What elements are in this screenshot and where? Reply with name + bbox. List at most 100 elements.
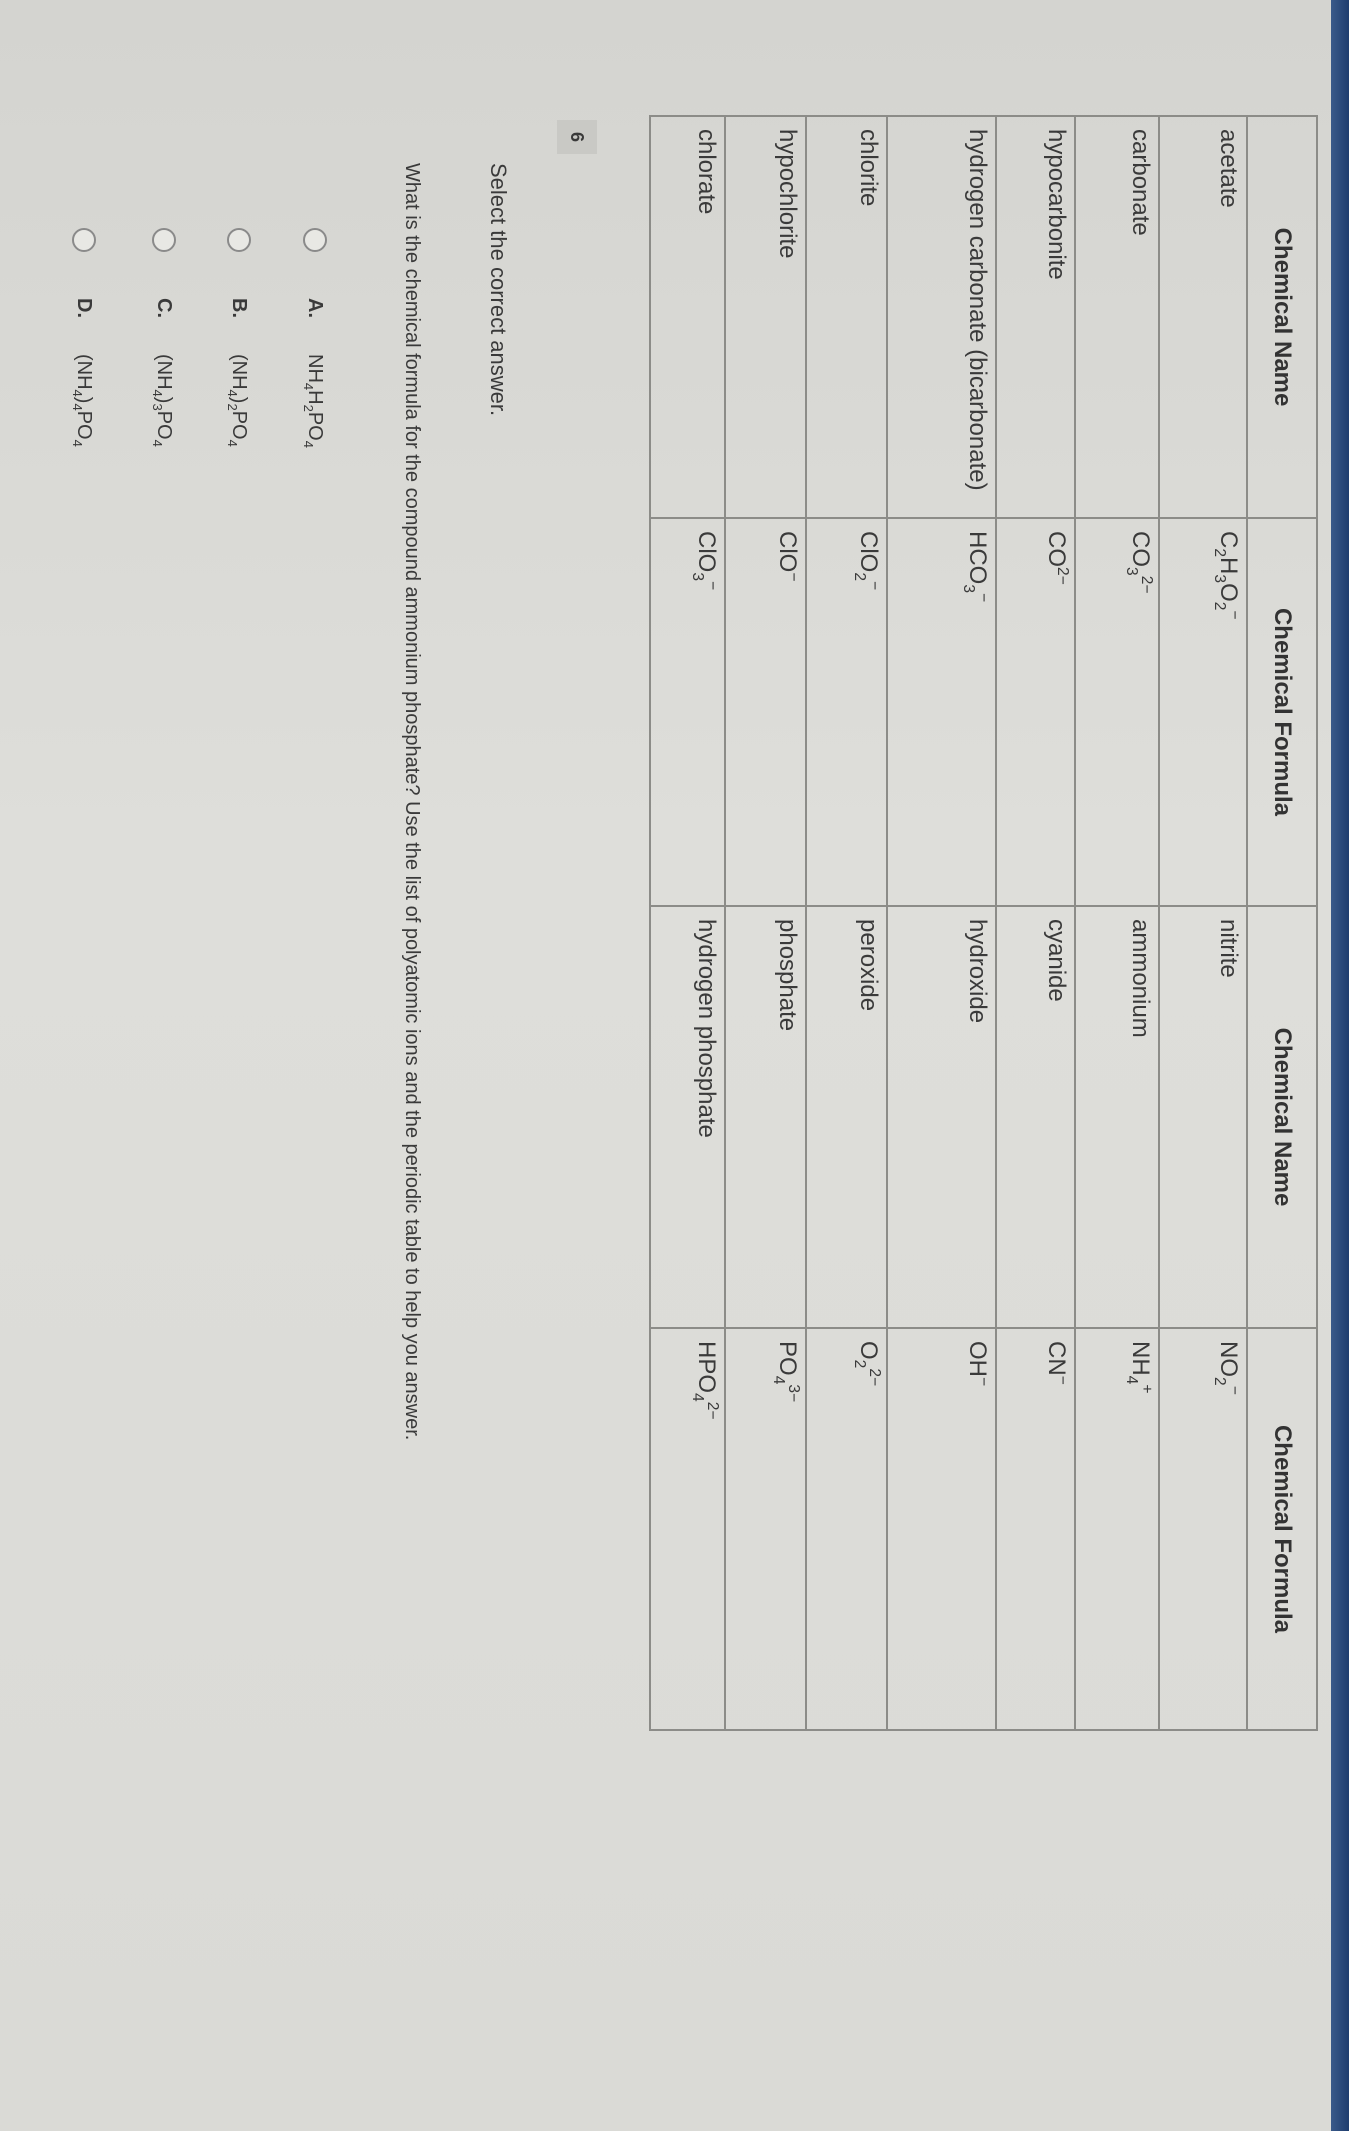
question-text: What is the chemical formula for the com… [401, 163, 423, 1441]
chemical-name-cell: hypochlorite [725, 116, 806, 518]
table-row: hydrogen carbonate (bicarbonate) HCO3− hyd… [887, 116, 996, 1730]
chemical-formula: CO32− [1123, 531, 1155, 594]
formula-subscript: 4 [70, 439, 86, 447]
answer-option-b[interactable]: B. (NH4)2PO4 [225, 228, 251, 447]
formula-symbol: NH [304, 354, 327, 383]
chemical-name-cell: hydroxide [887, 906, 996, 1328]
header-chemical-name: Chemical Name [1247, 116, 1317, 518]
chemical-name-cell: cyanide [996, 906, 1075, 1328]
formula-symbol: PO [153, 410, 176, 440]
chemical-name-cell: hypocarbonite [996, 116, 1075, 518]
formula-symbol: PO [304, 411, 327, 441]
radio-button[interactable] [72, 228, 96, 252]
chemical-formula: (NH4)2PO4 [225, 354, 251, 447]
chemical-name-cell: ammonium [1075, 906, 1159, 1328]
chemical-formula-cell: CO32− [1075, 518, 1159, 906]
chemical-name-cell: nitrite [1159, 906, 1247, 1328]
formula-subscript: 4 [225, 439, 241, 447]
chemical-formula: CO2− [1043, 531, 1071, 585]
chemical-formula-cell: C2H3O2− [1159, 518, 1247, 906]
chemical-name-cell: chlorate [650, 116, 725, 518]
chemical-formula: (NH4)3PO4 [150, 354, 176, 447]
option-letter: C. [153, 298, 176, 318]
formula-charge: − [785, 572, 802, 582]
chemical-name-cell: acetate [1159, 116, 1247, 518]
answer-option-a[interactable]: A. NH4H2PO4 [301, 228, 327, 448]
chemical-formula-cell: ClO− [725, 518, 806, 906]
table-row: hypocarbonite CO2− cyanide CN− [996, 116, 1075, 1730]
screen-bezel [1331, 0, 1349, 2131]
formula-subscript: 3 [1123, 567, 1141, 576]
polyatomic-ions-table: Chemical Name Chemical Formula Chemical … [649, 115, 1318, 1731]
chemical-formula: HCO3− [960, 531, 992, 603]
header-chemical-formula: Chemical Formula [1247, 518, 1317, 906]
formula-symbol: H [1215, 557, 1242, 575]
formula-subscript: 4 [689, 1393, 707, 1402]
formula-symbol: ClO [774, 531, 801, 573]
formula-subscript: 2 [225, 403, 241, 411]
chemical-formula: OH− [964, 1341, 992, 1387]
formula-subscript: 4 [150, 439, 166, 447]
chemical-formula: NO2− [1211, 1341, 1243, 1395]
formula-symbol: CO [1043, 531, 1070, 567]
formula-charge: − [704, 581, 721, 591]
chemical-formula: ClO− [774, 531, 802, 582]
chemical-formula-cell: ClO2− [806, 518, 887, 906]
radio-button[interactable] [303, 228, 327, 252]
chemical-formula-cell: CO2− [996, 518, 1075, 906]
header-chemical-formula-2: Chemical Formula [1247, 1328, 1317, 1730]
chemical-formula-cell: NH4+ [1075, 1328, 1159, 1730]
formula-charge: 2− [1138, 575, 1155, 594]
chemical-formula-cell: CN− [996, 1328, 1075, 1730]
chemical-name-cell: hydrogen carbonate (bicarbonate) [887, 116, 996, 518]
header-chemical-name-2: Chemical Name [1247, 906, 1317, 1328]
formula-symbol: PO [73, 410, 96, 440]
formula-charge: − [975, 1377, 992, 1387]
formula-charge: 2− [866, 1368, 883, 1387]
formula-symbol: OH [964, 1341, 991, 1377]
formula-subscript: 4 [225, 389, 241, 397]
chemical-name-cell: chlorite [806, 116, 887, 518]
chemical-name-cell: carbonate [1075, 116, 1159, 518]
chemical-formula: ClO2− [851, 531, 883, 591]
formula-charge: − [975, 593, 992, 603]
chemical-formula-cell: ClO3− [650, 518, 725, 906]
chemical-formula-cell: OH− [887, 1328, 996, 1730]
chemical-formula: ClO3− [689, 531, 721, 591]
chemical-formula: CN− [1043, 1341, 1071, 1385]
chemical-formula: O22− [851, 1341, 883, 1387]
formula-charge: − [866, 581, 883, 591]
chemical-name-cell: peroxide [806, 906, 887, 1328]
formula-symbol: H [304, 390, 327, 405]
formula-subscript: 2 [1211, 1377, 1229, 1386]
chemical-formula: HPO42− [689, 1341, 721, 1420]
chemical-formula: NH4+ [1123, 1341, 1155, 1393]
formula-symbol: (NH [228, 354, 251, 390]
formula-subscript: 2 [301, 404, 317, 412]
formula-symbol: ClO [855, 531, 882, 573]
chemical-formula-cell: PO43− [725, 1328, 806, 1730]
formula-charge: 2− [704, 1401, 721, 1420]
answer-option-c[interactable]: C. (NH4)3PO4 [150, 228, 176, 447]
formula-charge: − [1226, 1385, 1243, 1395]
chemical-formula-cell: NO2− [1159, 1328, 1247, 1730]
formula-charge: − [1226, 610, 1243, 620]
answer-option-d[interactable]: D. (NH4)4PO4 [70, 228, 96, 447]
formula-symbol: O [1215, 583, 1242, 602]
formula-symbol: (NH [73, 354, 96, 390]
formula-symbol: (NH [153, 354, 176, 390]
formula-subscript: 3 [1211, 574, 1229, 584]
formula-subscript: 3 [150, 403, 166, 411]
formula-symbol: PO [228, 410, 251, 440]
formula-symbol: C [1215, 531, 1242, 549]
formula-subscript: 2 [851, 572, 869, 582]
chemical-name-cell: hydrogen phosphate [650, 906, 725, 1328]
chemical-formula: PO43− [770, 1341, 802, 1402]
table-row: chlorate ClO3− hydrogen phosphate HPO42− [650, 116, 725, 1730]
radio-button[interactable] [227, 228, 251, 252]
formula-symbol: HPO [693, 1341, 720, 1394]
radio-button[interactable] [152, 228, 176, 252]
instruction-text: Select the correct answer. [486, 163, 511, 417]
option-letter: A. [304, 298, 327, 318]
